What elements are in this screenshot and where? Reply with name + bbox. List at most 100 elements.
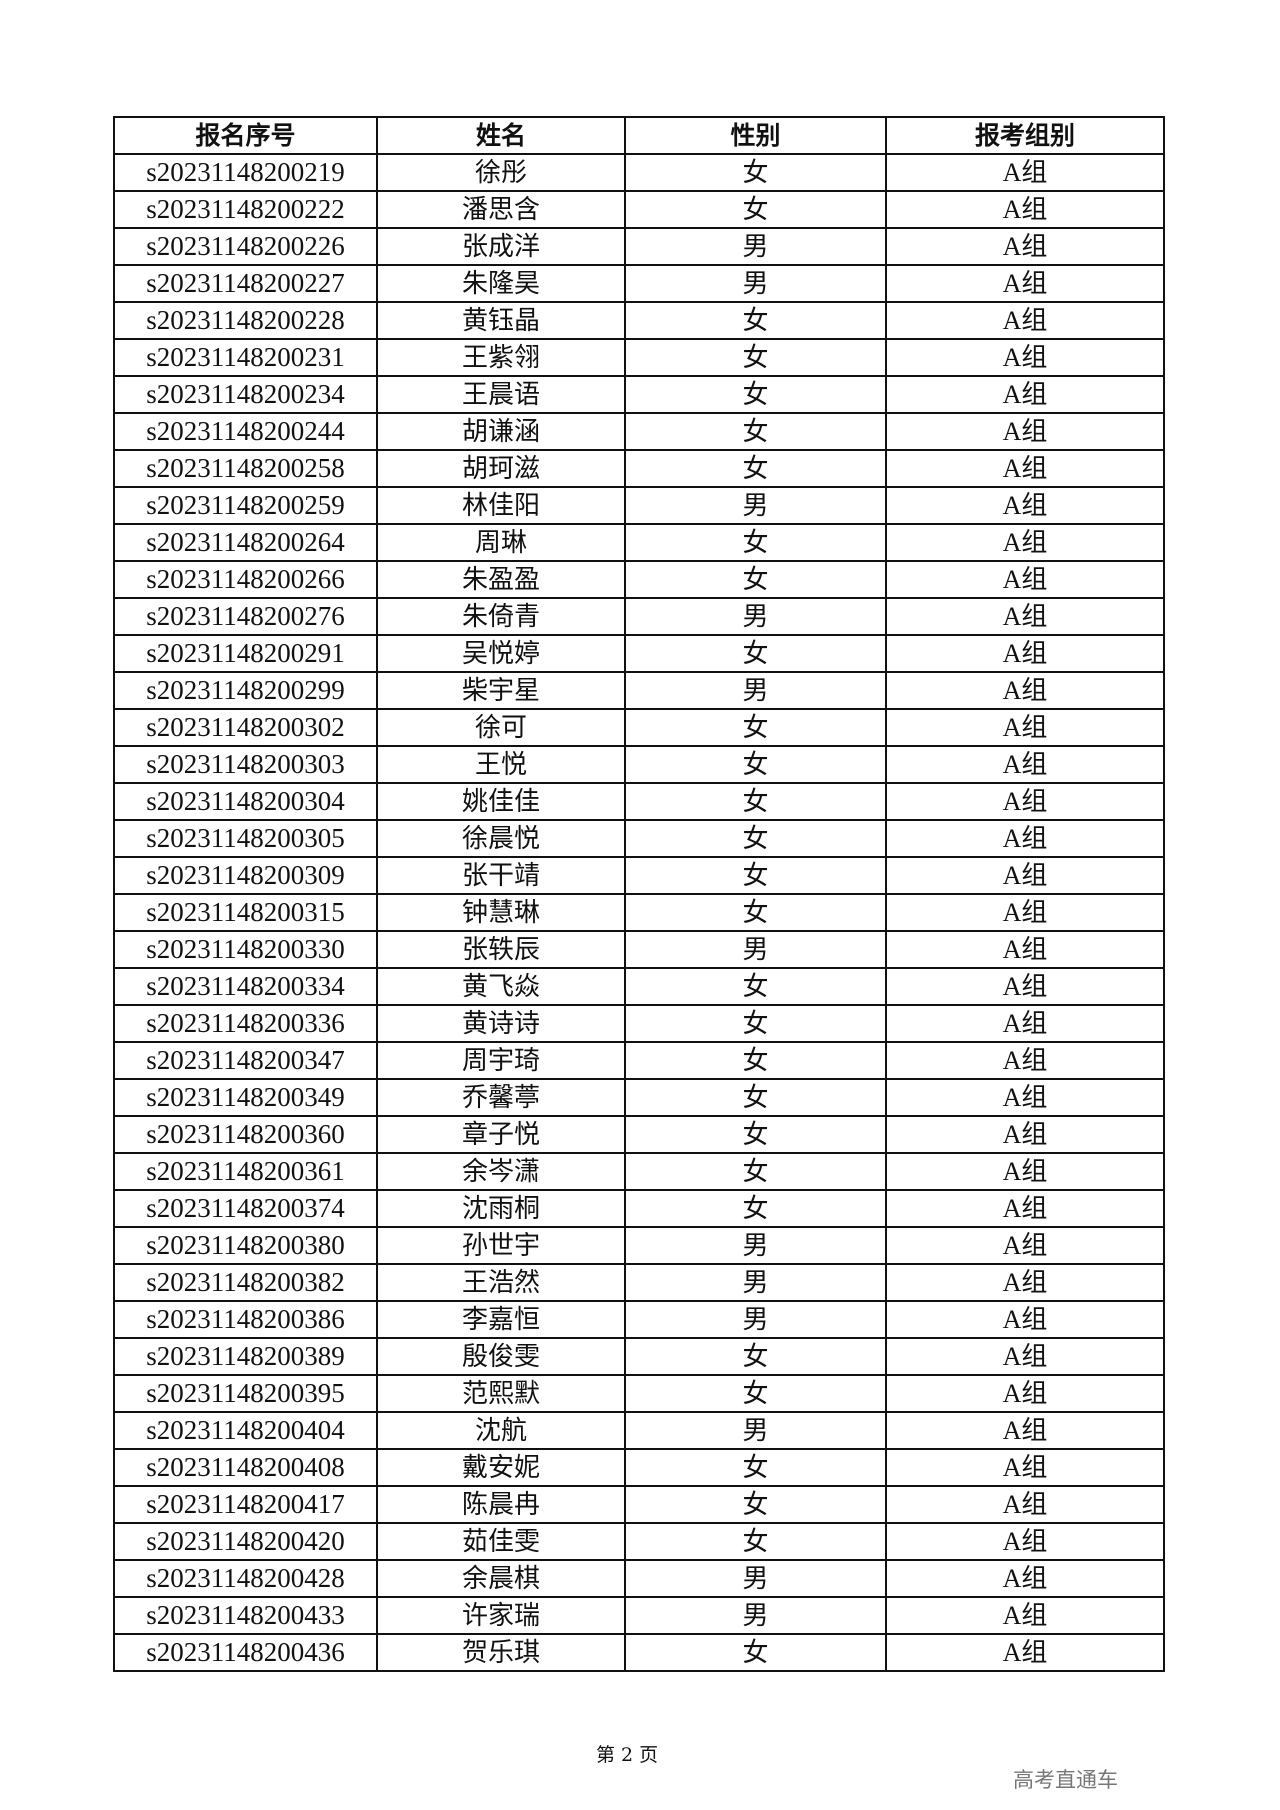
cell-name: 王浩然	[376, 1263, 626, 1302]
cell-group: A组	[885, 338, 1165, 377]
cell-gender: 女	[624, 819, 887, 858]
cell-name: 徐晨悦	[376, 819, 626, 858]
cell-group: A组	[885, 1596, 1165, 1635]
cell-name: 张干靖	[376, 856, 626, 895]
cell-gender: 女	[624, 412, 887, 451]
table-row: s20231148200380 孙世宇男 A组	[113, 1226, 1165, 1265]
cell-name: 柴宇星	[376, 671, 626, 710]
cell-gender: 男	[624, 1596, 887, 1635]
table-row: s20231148200386 李嘉恒男 A组	[113, 1300, 1165, 1339]
cell-gender: 女	[624, 1189, 887, 1228]
table-row: s20231148200347 周宇琦女 A组	[113, 1041, 1165, 1080]
cell-name: 朱倚青	[376, 597, 626, 636]
cell-registration-number: s20231148200428	[113, 1559, 378, 1598]
cell-gender: 女	[624, 1337, 887, 1376]
brand-watermark: 高考直通车	[1013, 1768, 1118, 1792]
cell-name: 余晨棋	[376, 1559, 626, 1598]
cell-registration-number: s20231148200266	[113, 560, 378, 599]
cell-group: A组	[885, 782, 1165, 821]
cell-group: A组	[885, 597, 1165, 636]
cell-group: A组	[885, 1226, 1165, 1265]
cell-name: 李嘉恒	[376, 1300, 626, 1339]
cell-registration-number: s20231148200304	[113, 782, 378, 821]
cell-name: 许家瑞	[376, 1596, 626, 1635]
cell-name: 王紫翎	[376, 338, 626, 377]
cell-registration-number: s20231148200219	[113, 153, 378, 192]
cell-gender: 女	[624, 1041, 887, 1080]
cell-name: 胡谦涵	[376, 412, 626, 451]
cell-registration-number: s20231148200336	[113, 1004, 378, 1043]
cell-registration-number: s20231148200258	[113, 449, 378, 488]
cell-gender: 女	[624, 338, 887, 377]
cell-gender: 男	[624, 1226, 887, 1265]
cell-registration-number: s20231148200309	[113, 856, 378, 895]
cell-group: A组	[885, 153, 1165, 192]
cell-name: 余岑潇	[376, 1152, 626, 1191]
cell-group: A组	[885, 930, 1165, 969]
table-row: s20231148200244 胡谦涵女 A组	[113, 412, 1165, 451]
cell-group: A组	[885, 301, 1165, 340]
cell-gender: 女	[624, 708, 887, 747]
cell-name: 贺乐琪	[376, 1633, 626, 1672]
cell-registration-number: s20231148200259	[113, 486, 378, 525]
cell-gender: 女	[624, 634, 887, 673]
cell-gender: 女	[624, 1448, 887, 1487]
cell-group: A组	[885, 375, 1165, 414]
cell-name: 孙世宇	[376, 1226, 626, 1265]
cell-registration-number: s20231148200380	[113, 1226, 378, 1265]
cell-registration-number: s20231148200231	[113, 338, 378, 377]
cell-name: 钟慧琳	[376, 893, 626, 932]
cell-gender: 女	[624, 893, 887, 932]
cell-group: A组	[885, 523, 1165, 562]
cell-gender: 女	[624, 1485, 887, 1524]
table-row: s20231148200276 朱倚青男 A组	[113, 597, 1165, 636]
table-header-row: 报名序号 姓名 性别 报考组别	[113, 116, 1165, 155]
cell-registration-number: s20231148200222	[113, 190, 378, 229]
cell-group: A组	[885, 1115, 1165, 1154]
cell-name: 姚佳佳	[376, 782, 626, 821]
table-row: s20231148200259 林佳阳男 A组	[113, 486, 1165, 525]
cell-group: A组	[885, 1522, 1165, 1561]
cell-registration-number: s20231148200334	[113, 967, 378, 1006]
cell-group: A组	[885, 227, 1165, 266]
table-row: s20231148200349 乔馨葶女 A组	[113, 1078, 1165, 1117]
table-row: s20231148200404 沈航男 A组	[113, 1411, 1165, 1450]
cell-gender: 女	[624, 1004, 887, 1043]
cell-group: A组	[885, 1374, 1165, 1413]
cell-gender: 女	[624, 375, 887, 414]
cell-name: 张成洋	[376, 227, 626, 266]
cell-gender: 男	[624, 1263, 887, 1302]
cell-group: A组	[885, 634, 1165, 673]
table-row: s20231148200334 黄飞焱女 A组	[113, 967, 1165, 1006]
table-row: s20231148200336 黄诗诗女 A组	[113, 1004, 1165, 1043]
cell-registration-number: s20231148200349	[113, 1078, 378, 1117]
cell-group: A组	[885, 1041, 1165, 1080]
cell-group: A组	[885, 1152, 1165, 1191]
cell-name: 沈航	[376, 1411, 626, 1450]
cell-group: A组	[885, 893, 1165, 932]
cell-name: 殷俊雯	[376, 1337, 626, 1376]
cell-registration-number: s20231148200276	[113, 597, 378, 636]
table-row: s20231148200264 周琳女 A组	[113, 523, 1165, 562]
cell-name: 张轶辰	[376, 930, 626, 969]
cell-gender: 女	[624, 1522, 887, 1561]
table-row: s20231148200303 王悦女 A组	[113, 745, 1165, 784]
cell-group: A组	[885, 819, 1165, 858]
page-number: 第 2 页	[596, 1744, 659, 1766]
table-row: s20231148200305 徐晨悦女 A组	[113, 819, 1165, 858]
table-row: s20231148200219 徐彤女 A组	[113, 153, 1165, 192]
cell-registration-number: s20231148200234	[113, 375, 378, 414]
cell-name: 陈晨冉	[376, 1485, 626, 1524]
cell-name: 朱隆昊	[376, 264, 626, 303]
cell-name: 乔馨葶	[376, 1078, 626, 1117]
table-row: s20231148200395 范熙默女 A组	[113, 1374, 1165, 1413]
cell-gender: 男	[624, 1300, 887, 1339]
cell-registration-number: s20231148200227	[113, 264, 378, 303]
table-row: s20231148200315 钟慧琳女 A组	[113, 893, 1165, 932]
cell-group: A组	[885, 967, 1165, 1006]
cell-registration-number: s20231148200386	[113, 1300, 378, 1339]
cell-group: A组	[885, 1485, 1165, 1524]
table-row: s20231148200266 朱盈盈女 A组	[113, 560, 1165, 599]
cell-gender: 男	[624, 1559, 887, 1598]
header-name: 姓名	[376, 116, 626, 155]
